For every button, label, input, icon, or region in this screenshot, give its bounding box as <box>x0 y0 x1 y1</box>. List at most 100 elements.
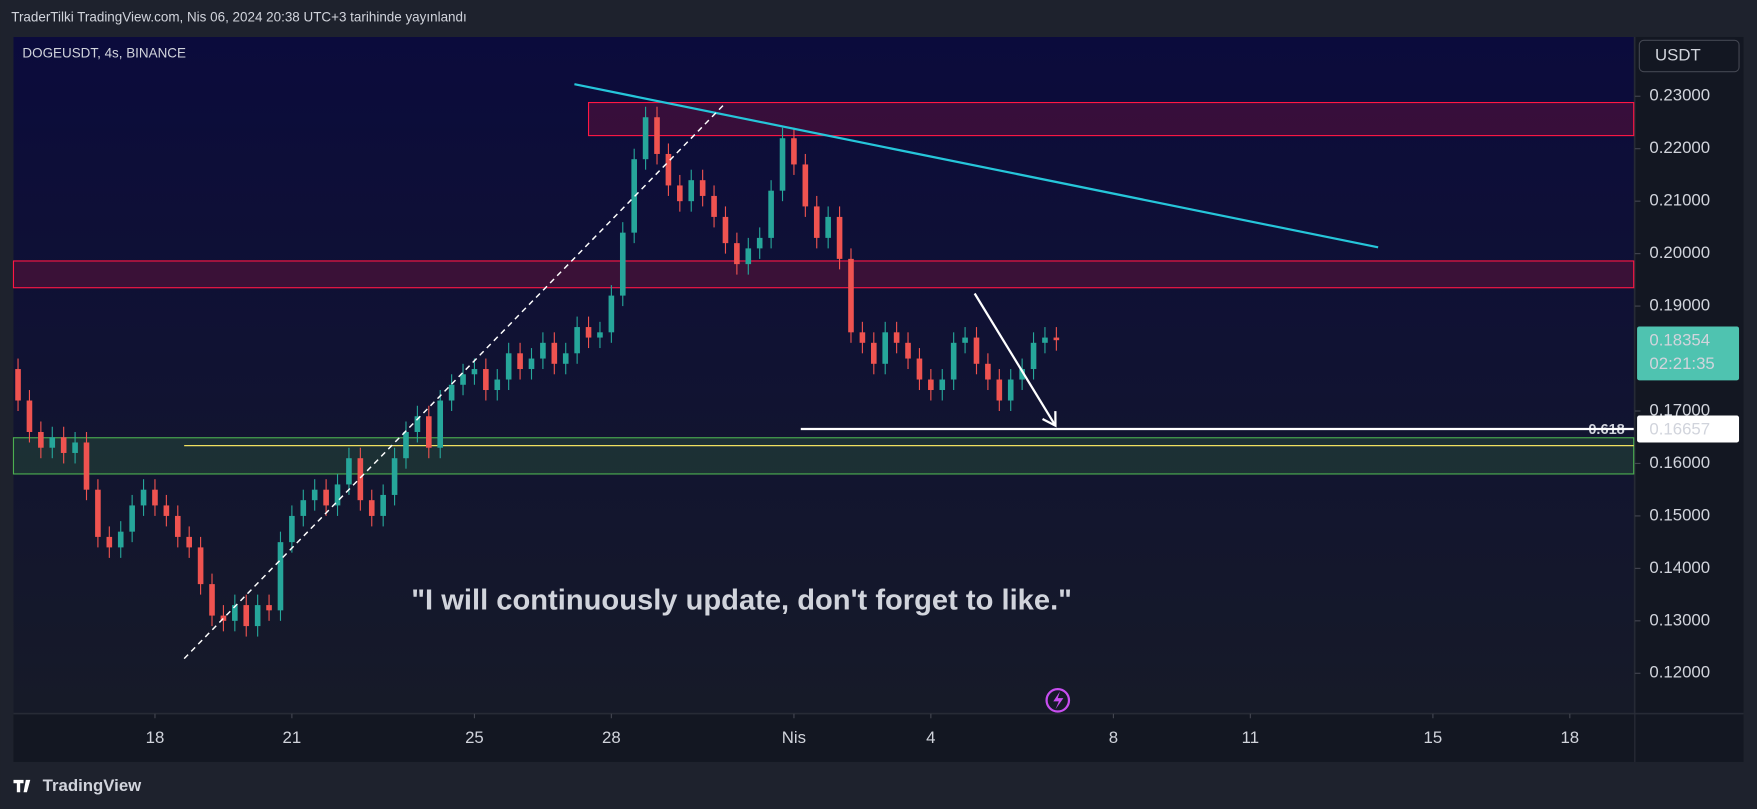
candle-body <box>152 489 158 506</box>
candle-body <box>677 185 683 202</box>
candle-body <box>380 494 386 516</box>
x-tick-label: 8 <box>1109 728 1118 747</box>
x-tick-label: 21 <box>283 728 302 747</box>
candle-body <box>711 195 717 217</box>
candle-body <box>619 232 626 296</box>
candle-body <box>311 489 318 501</box>
candle-body <box>574 327 580 354</box>
candle-body <box>1042 337 1048 343</box>
candle-body <box>289 515 295 543</box>
candle-body <box>848 258 854 333</box>
candle-body <box>928 379 934 391</box>
y-tick-label: 0.17000 <box>1649 400 1710 419</box>
candle-body <box>209 584 215 616</box>
candle-body <box>232 605 238 621</box>
candle-body <box>346 458 352 485</box>
brand: TradingView <box>43 776 143 795</box>
zone <box>12 260 1635 289</box>
candle-body <box>403 431 409 459</box>
candle-body <box>973 337 980 364</box>
candle-body <box>95 489 101 537</box>
y-tick-label: 0.12000 <box>1649 663 1710 682</box>
icon-ring[interactable] <box>1045 687 1071 713</box>
candle-body <box>437 400 444 448</box>
candle-body <box>1007 379 1014 401</box>
logo <box>13 779 31 793</box>
candle-body <box>60 437 67 453</box>
level-label-box <box>1637 415 1740 443</box>
candle-body <box>1019 369 1025 380</box>
candle-body <box>734 243 740 265</box>
candle-body <box>528 358 535 370</box>
lightning-icon[interactable] <box>1045 687 1071 713</box>
candle-body <box>266 605 272 611</box>
candle-body <box>197 547 204 585</box>
last-price-label: 0.18354 <box>1649 331 1710 350</box>
candle-body <box>642 117 649 160</box>
candle-body <box>15 369 21 401</box>
candle-body <box>174 515 181 537</box>
y-tick-label: 0.21000 <box>1649 191 1710 210</box>
y-tick-label: 0.16000 <box>1649 453 1710 472</box>
candle-body <box>836 216 843 259</box>
candle-body <box>129 505 135 532</box>
candle-body <box>562 353 569 364</box>
candle-body <box>540 342 546 359</box>
candle-body <box>186 536 192 548</box>
y-tick-label: 0.19000 <box>1649 296 1710 315</box>
candle-body <box>254 605 261 627</box>
candle-body <box>665 153 672 186</box>
x-tick-label: 15 <box>1424 728 1443 747</box>
candle-body <box>106 536 113 548</box>
candle-body <box>654 117 660 154</box>
candle-body <box>300 500 307 516</box>
time-axis <box>13 713 1744 762</box>
y-tick-label: 0.13000 <box>1649 610 1710 629</box>
candle-body <box>220 615 227 621</box>
candle-body <box>426 416 432 448</box>
candle-body <box>49 437 56 448</box>
candle-body <box>517 353 523 370</box>
y-tick-label: 0.20000 <box>1649 243 1710 262</box>
y-tick-label: 0.22000 <box>1649 138 1710 157</box>
candle-body <box>962 337 968 343</box>
candle-body <box>38 431 44 448</box>
candle-body <box>985 363 991 380</box>
y-tick-label: 0.15000 <box>1649 505 1710 524</box>
candle-body <box>83 442 90 490</box>
y-tick-label: 0.14000 <box>1649 558 1710 577</box>
candle-body <box>745 248 752 265</box>
currency-button[interactable] <box>1638 39 1740 73</box>
candle-body <box>791 138 797 165</box>
level-label: 0.16657 <box>1649 420 1710 439</box>
candle-body <box>916 358 923 380</box>
x-tick-label: 11 <box>1242 728 1259 747</box>
candle-body <box>756 237 763 249</box>
candle-body <box>357 458 364 501</box>
candle-body <box>779 138 786 191</box>
candle-body <box>608 295 615 333</box>
candle-body <box>368 500 375 516</box>
candle-body <box>483 369 489 391</box>
candle-body <box>699 180 706 196</box>
candle-body <box>870 342 877 364</box>
candle-body <box>802 164 809 207</box>
header-text: TraderTilki TradingView.com, Nis 06, 202… <box>11 9 467 24</box>
trend-line <box>574 83 1379 249</box>
candle-body <box>813 206 820 238</box>
candle-body <box>597 332 603 338</box>
arrow-head <box>1042 411 1057 428</box>
symbol-title: DOGEUSDT, 4s, BINANCE <box>22 45 186 60</box>
candle-body <box>825 216 831 238</box>
icon-bolt[interactable] <box>1053 691 1064 710</box>
x-tick-label: 18 <box>1560 728 1579 747</box>
candle-body <box>722 216 729 244</box>
currency[interactable]: USDT <box>1655 45 1701 64</box>
candle-body <box>494 379 501 391</box>
candle-body <box>688 180 695 202</box>
candle-body <box>905 342 911 359</box>
candle-body <box>505 353 512 380</box>
trend-line <box>973 292 1057 427</box>
y-tick-label: 0.23000 <box>1649 86 1710 105</box>
